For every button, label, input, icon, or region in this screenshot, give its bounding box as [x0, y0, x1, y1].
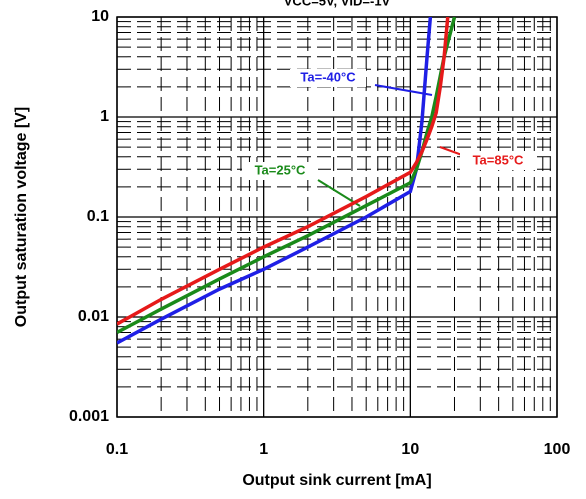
x-tick-label: 1 — [259, 441, 268, 458]
chart-title: VCC=5V, VID=-1V — [284, 0, 391, 8]
series-line — [117, 17, 433, 345]
y-tick-label: 10 — [91, 8, 109, 25]
annotation-bg — [242, 162, 318, 180]
y-tick-label: 0.01 — [78, 308, 109, 325]
plot-frame — [116, 16, 558, 418]
x-tick-label: 10 — [401, 441, 419, 458]
series-line — [117, 17, 450, 326]
y-axis-label: Output saturation voltage [V] — [13, 107, 30, 327]
annotation-line — [439, 146, 463, 156]
series-line — [117, 17, 457, 335]
x-tick-label: 0.1 — [106, 441, 128, 458]
y-tick-label: 0.1 — [87, 208, 109, 225]
series-label: Ta=25°C — [255, 162, 306, 177]
annotation-line — [374, 84, 433, 96]
annotation-bg — [460, 152, 536, 170]
annotation-bg — [290, 69, 366, 87]
series-label: Ta=-40°C — [300, 69, 356, 84]
y-tick-label: 0.001 — [69, 408, 109, 425]
series-label: Ta=85°C — [473, 152, 524, 167]
x-tick-label: 100 — [544, 441, 571, 458]
y-tick-label: 1 — [100, 108, 109, 125]
x-axis-label: Output sink current [mA] — [242, 472, 431, 489]
